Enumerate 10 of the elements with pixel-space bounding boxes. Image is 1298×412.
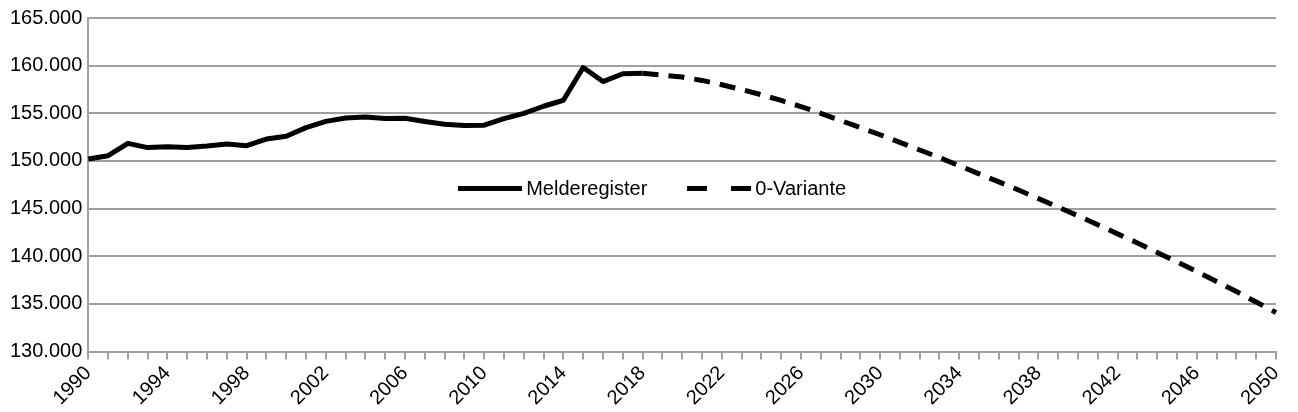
y-tick-label: 135.000 <box>10 291 83 314</box>
legend-label: 0-Variante <box>755 176 847 200</box>
y-tick-label: 165.000 <box>10 5 83 28</box>
y-tick-label: 145.000 <box>10 196 83 219</box>
y-tick-label: 155.000 <box>10 100 83 123</box>
y-tick-label: 150.000 <box>10 148 83 171</box>
y-tick-label: 140.000 <box>10 243 83 266</box>
y-tick-label: 130.000 <box>10 339 83 362</box>
legend-label: Melderegister <box>526 176 648 200</box>
y-tick-label: 160.000 <box>10 53 83 76</box>
